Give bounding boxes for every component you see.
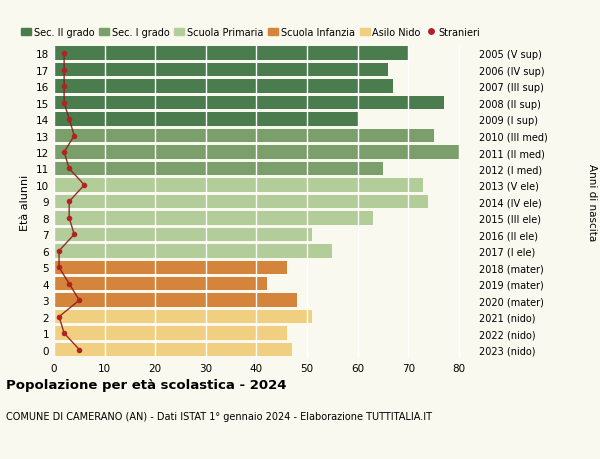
- Bar: [54, 97, 443, 110]
- Point: [59, 149, 69, 157]
- Bar: [54, 179, 424, 192]
- Bar: [54, 245, 332, 258]
- Point: [59, 330, 69, 337]
- Point: [64, 215, 74, 222]
- Point: [64, 116, 74, 123]
- Point: [54, 264, 64, 271]
- Text: COMUNE DI CAMERANO (AN) - Dati ISTAT 1° gennaio 2024 - Elaborazione TUTTITALIA.I: COMUNE DI CAMERANO (AN) - Dati ISTAT 1° …: [6, 411, 432, 421]
- Bar: [54, 129, 434, 143]
- Point: [59, 50, 69, 58]
- Point: [64, 280, 74, 288]
- Point: [64, 165, 74, 173]
- Point: [59, 67, 69, 74]
- Text: Popolazione per età scolastica - 2024: Popolazione per età scolastica - 2024: [6, 379, 287, 392]
- Text: Anni di nascita: Anni di nascita: [587, 163, 597, 241]
- Point: [54, 247, 64, 255]
- Point: [70, 133, 79, 140]
- Bar: [54, 80, 393, 94]
- Point: [59, 100, 69, 107]
- Bar: [54, 212, 373, 225]
- Bar: [54, 162, 383, 176]
- Bar: [54, 146, 459, 159]
- Point: [74, 346, 84, 353]
- Point: [80, 182, 89, 189]
- Point: [74, 297, 84, 304]
- Bar: [54, 261, 287, 274]
- Point: [64, 198, 74, 206]
- Bar: [54, 113, 358, 127]
- Bar: [54, 47, 408, 61]
- Y-axis label: Età alunni: Età alunni: [20, 174, 31, 230]
- Bar: [54, 64, 388, 77]
- Point: [54, 313, 64, 321]
- Point: [70, 231, 79, 239]
- Bar: [54, 343, 292, 357]
- Legend: Sec. II grado, Sec. I grado, Scuola Primaria, Scuola Infanzia, Asilo Nido, Stran: Sec. II grado, Sec. I grado, Scuola Prim…: [21, 28, 480, 38]
- Bar: [54, 228, 312, 241]
- Bar: [54, 310, 312, 324]
- Point: [59, 83, 69, 90]
- Bar: [54, 277, 266, 291]
- Bar: [54, 195, 428, 209]
- Bar: [54, 327, 287, 340]
- Bar: [54, 294, 297, 307]
